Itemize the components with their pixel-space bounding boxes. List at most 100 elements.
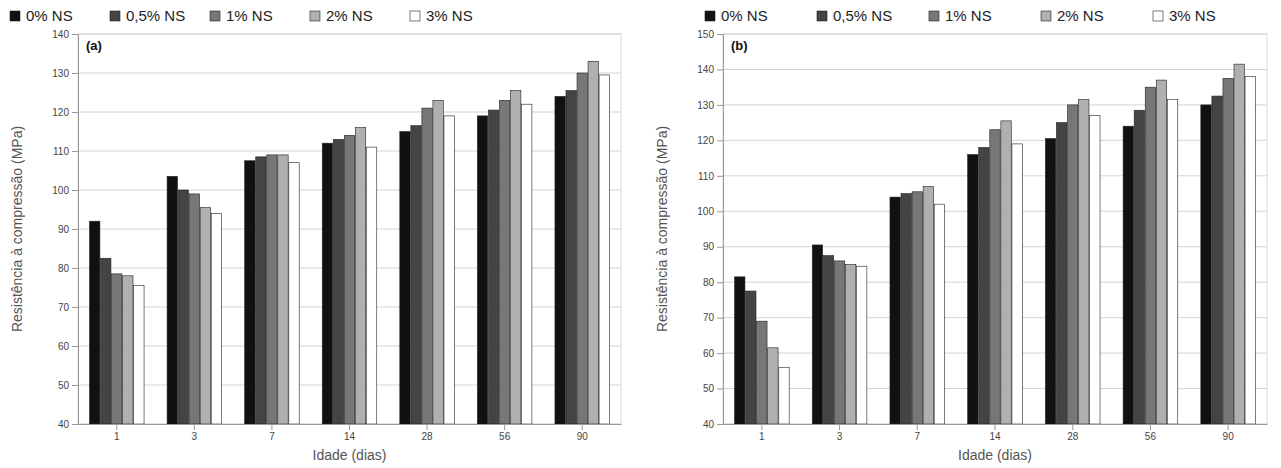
x-tick-mark: [504, 424, 505, 430]
x-tick-label: 7: [269, 431, 275, 442]
y-tick: 50: [703, 383, 723, 394]
bar: [577, 73, 587, 424]
legend-swatch: [817, 11, 827, 21]
y-tick-mark: [717, 34, 723, 35]
y-tick-label: 110: [53, 146, 69, 157]
legend-swatch: [1153, 11, 1163, 21]
y-tick-mark: [717, 140, 723, 141]
bar: [890, 197, 900, 424]
bar: [1156, 80, 1166, 424]
y-tick: 120: [52, 107, 78, 118]
grid: [723, 34, 1267, 424]
legend-item: 3% NS: [410, 7, 473, 24]
bar: [134, 286, 144, 424]
x-tick: 3: [837, 424, 843, 442]
y-tick: 70: [58, 302, 78, 313]
bar: [1134, 110, 1144, 424]
x-tick: 14: [344, 424, 356, 442]
x-tick-label: 90: [577, 431, 589, 442]
figure: 40506070809010011012013014013714285690(a…: [0, 0, 1281, 468]
bar: [256, 157, 266, 424]
y-tick-mark: [72, 73, 78, 74]
y-tick-mark: [72, 307, 78, 308]
bar: [355, 128, 365, 424]
y-tick-label: 60: [703, 348, 715, 359]
bar: [1223, 78, 1233, 424]
bar: [488, 110, 498, 424]
bar: [178, 190, 188, 424]
legend-item: 0% NS: [10, 7, 73, 24]
legend: 0% NS0,5% NS1% NS2% NS3% NS: [705, 7, 1216, 24]
bars: [735, 64, 1256, 424]
x-tick-label: 1: [759, 431, 765, 442]
y-tick: 70: [703, 312, 723, 323]
y-tick-mark: [717, 105, 723, 106]
y-tick-label: 40: [703, 419, 715, 430]
y-tick-mark: [72, 190, 78, 191]
x-tick: 1: [759, 424, 765, 442]
legend-swatch: [410, 11, 420, 21]
bar: [522, 104, 532, 424]
legend-item: 0,5% NS: [817, 7, 892, 24]
bar: [834, 261, 844, 424]
x-tick: 3: [192, 424, 198, 442]
y-tick-mark: [72, 229, 78, 230]
x-tick: 90: [1223, 424, 1235, 442]
y-axis: 405060708090100110120130140150: [697, 29, 723, 430]
y-axis-title: Resistência à compressão (MPa): [654, 126, 670, 332]
x-tick-mark: [995, 424, 996, 430]
y-tick: 150: [697, 29, 723, 40]
bar: [267, 155, 277, 424]
bars: [90, 61, 610, 424]
y-tick: 50: [58, 380, 78, 391]
legend-item: 3% NS: [1153, 7, 1216, 24]
y-tick-label: 120: [52, 107, 69, 118]
grid: [78, 34, 621, 424]
legend-swatch: [310, 11, 320, 21]
x-tick-mark: [427, 424, 428, 430]
bar: [566, 91, 576, 424]
bar: [1245, 77, 1255, 424]
legend-label: 1% NS: [226, 7, 273, 24]
legend-item: 0% NS: [705, 7, 768, 24]
x-tick-label: 28: [422, 431, 434, 442]
bar: [746, 291, 756, 424]
bar: [444, 116, 454, 424]
x-tick: 90: [577, 424, 589, 442]
grid-line: [78, 112, 621, 113]
plot-area: 4050607080901001101201301401501371428569…: [697, 29, 1267, 442]
y-tick-mark: [72, 151, 78, 152]
bar: [1045, 139, 1055, 424]
y-tick-label: 80: [58, 263, 70, 274]
y-axis-line: [723, 35, 724, 425]
chart-panel: 4050607080901001101201301401501371428569…: [654, 7, 1268, 463]
y-tick-mark: [717, 211, 723, 212]
bar: [211, 213, 221, 424]
y-tick: 60: [58, 341, 78, 352]
bar: [289, 163, 299, 424]
legend-item: 0,5% NS: [110, 7, 185, 24]
x-tick: 56: [1145, 424, 1157, 442]
y-tick: 60: [703, 348, 723, 359]
bar: [167, 176, 177, 424]
legend-swatch: [210, 11, 220, 21]
bar: [433, 100, 443, 424]
x-tick: 28: [1067, 424, 1079, 442]
y-tick-label: 140: [697, 64, 714, 75]
x-tick: 1: [114, 424, 120, 442]
y-axis-title: Resistência à compressão (MPa): [9, 126, 25, 332]
y-tick: 100: [52, 185, 78, 196]
y-tick: 140: [697, 64, 723, 75]
bar: [812, 245, 822, 424]
x-tick-mark: [271, 424, 272, 430]
bar: [1090, 116, 1100, 424]
y-tick-label: 70: [703, 312, 715, 323]
x-tick: 7: [915, 424, 921, 442]
y-tick-mark: [717, 389, 723, 390]
y-tick-label: 100: [697, 206, 714, 217]
bar: [979, 147, 989, 424]
y-tick: 80: [58, 263, 78, 274]
bar: [990, 130, 1000, 424]
x-tick-mark: [917, 424, 918, 430]
legend-item: 2% NS: [310, 7, 373, 24]
